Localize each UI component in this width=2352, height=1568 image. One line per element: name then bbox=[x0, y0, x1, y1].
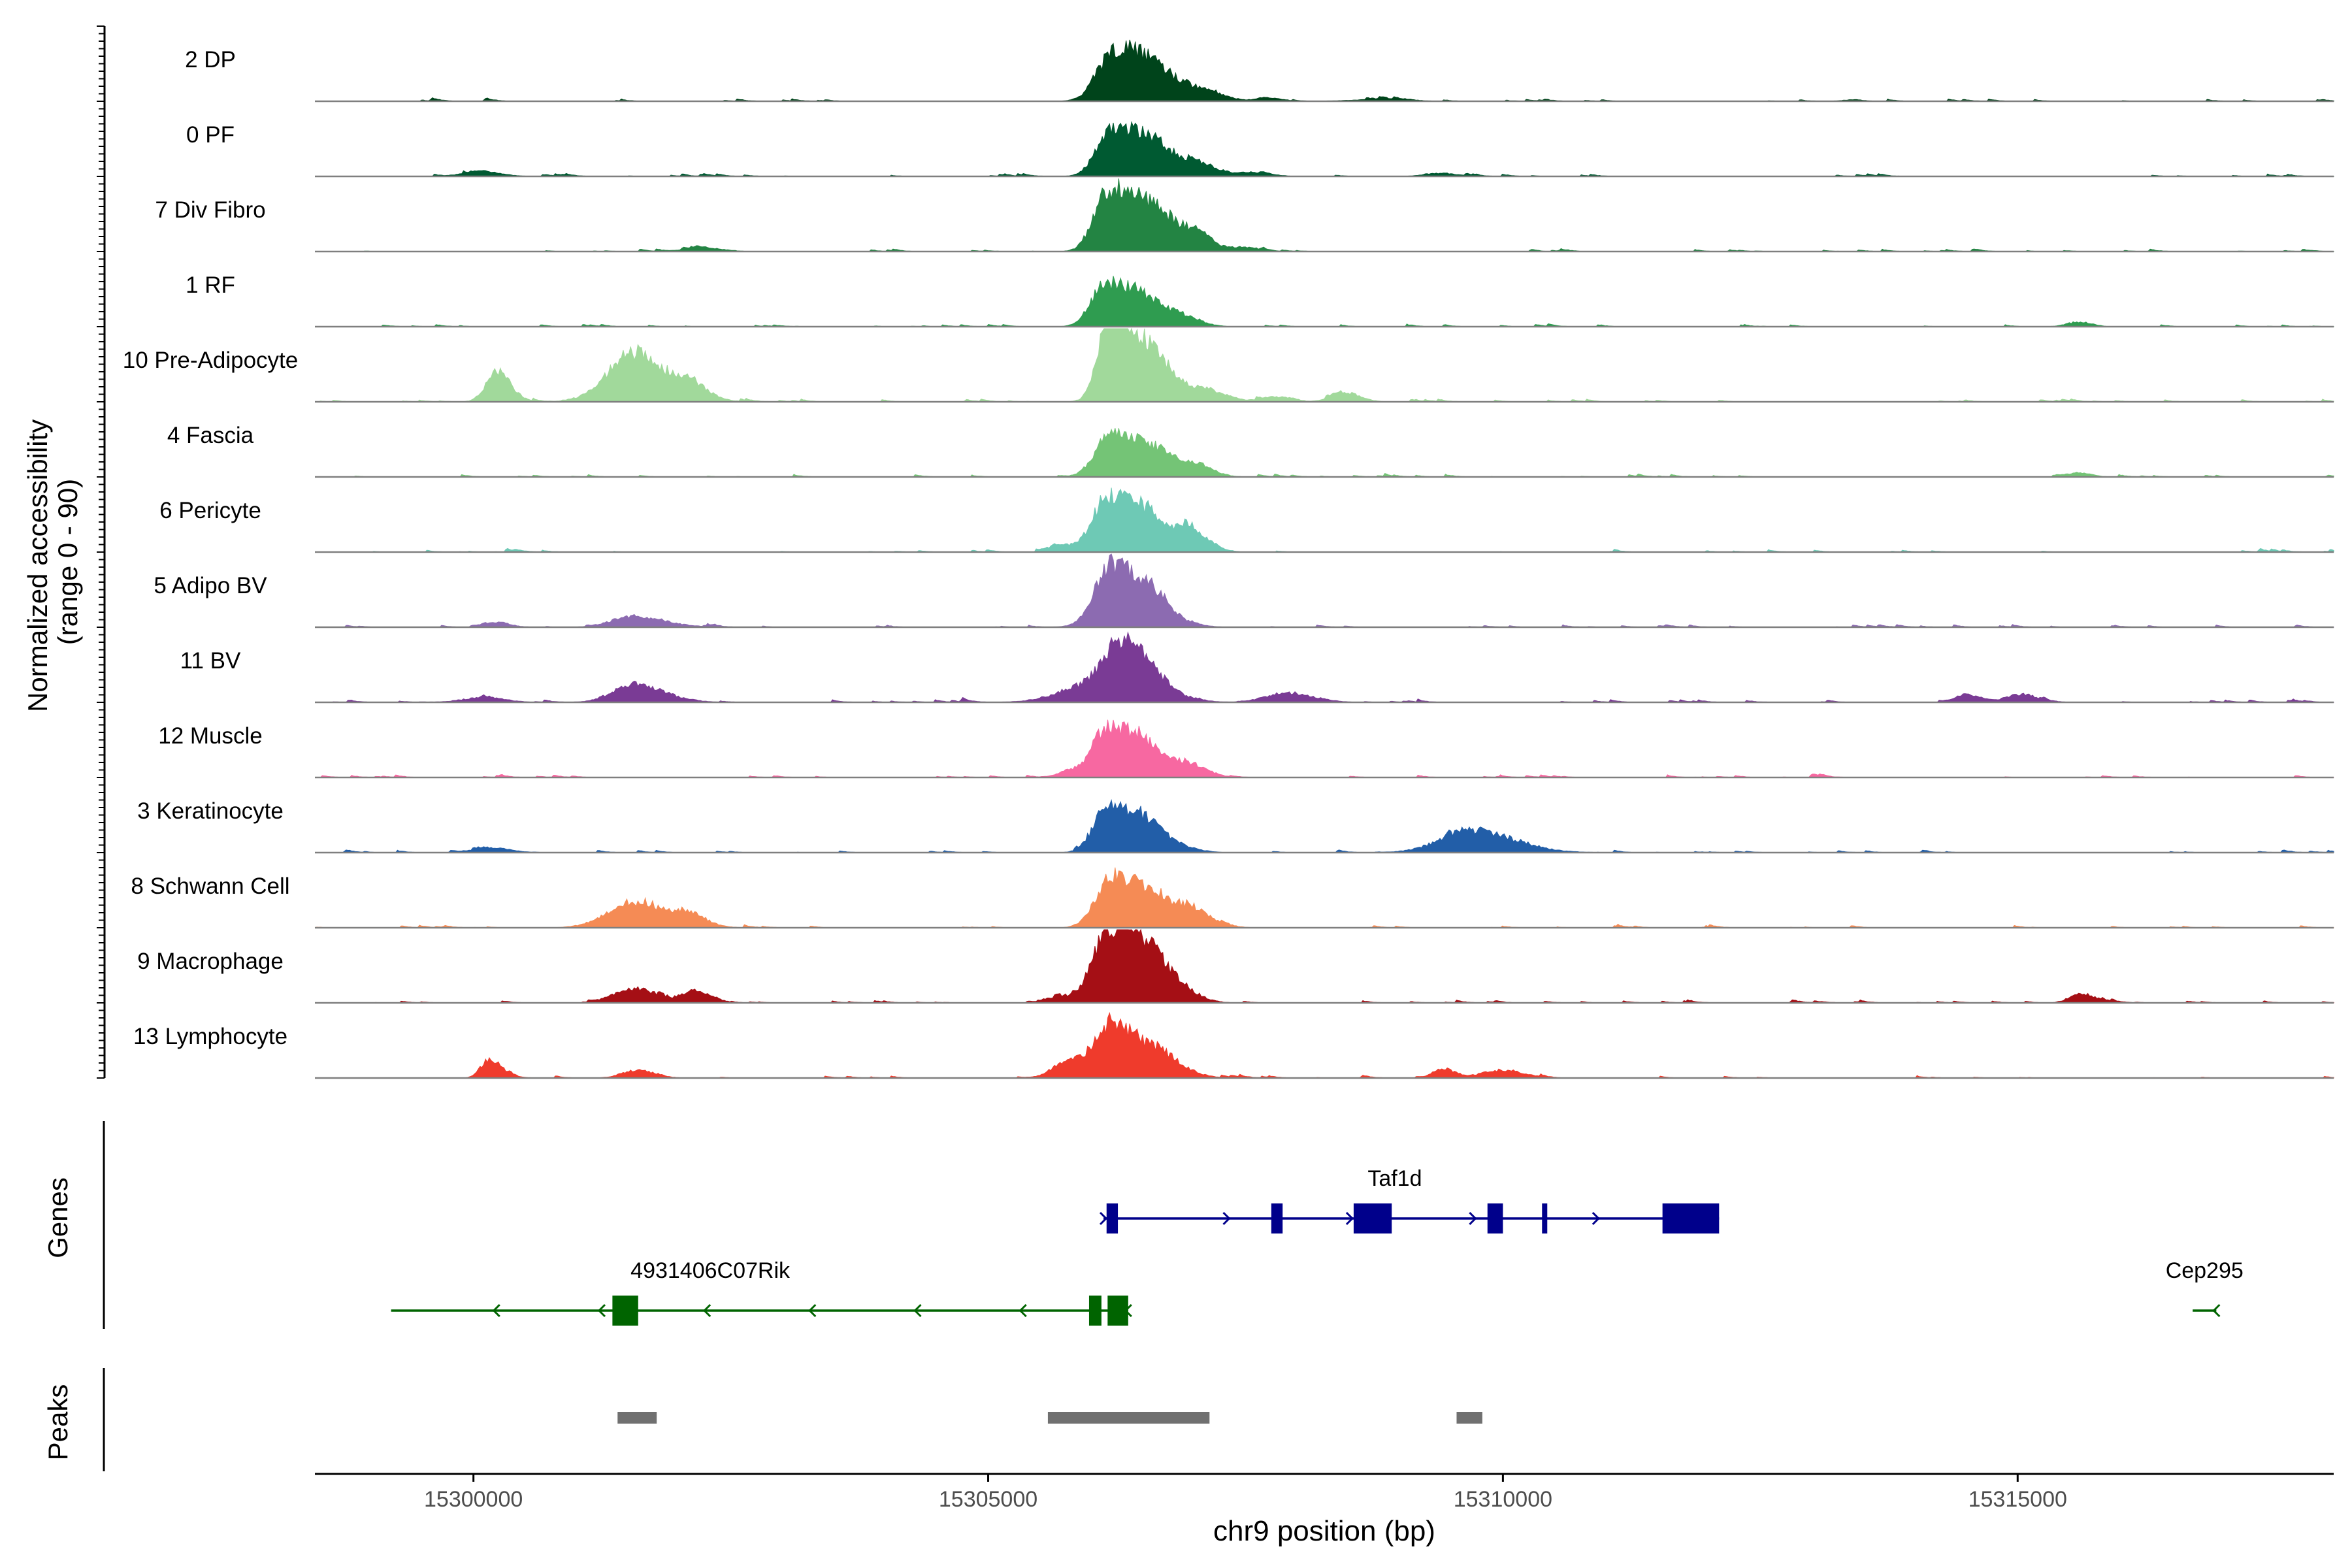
exon bbox=[1662, 1203, 1720, 1233]
coverage-area-14 bbox=[315, 1011, 2334, 1079]
coverage-area-12 bbox=[314, 867, 2334, 928]
exon bbox=[1106, 1203, 1119, 1233]
strand-arrow bbox=[1345, 1211, 1354, 1226]
exon bbox=[612, 1296, 638, 1326]
track-label: 0 PF bbox=[186, 122, 235, 148]
coverage-area-5 bbox=[315, 327, 2334, 402]
x-axis: 15300000 15305000 15310000 15315000 bbox=[315, 1473, 2334, 1512]
y-axis-label-line-1: Normalized accessibility bbox=[22, 419, 53, 712]
coverage-area-1 bbox=[315, 39, 2334, 102]
exon bbox=[1542, 1203, 1548, 1233]
strand-arrow bbox=[703, 1303, 711, 1318]
coverage-area-3 bbox=[315, 178, 2334, 252]
track-label: 12 Muscle bbox=[158, 723, 263, 749]
gene-Cep295: Cep295 bbox=[2166, 1258, 2244, 1318]
track-label: 13 Lymphocyte bbox=[133, 1024, 287, 1049]
track-label: 1 RF bbox=[186, 272, 235, 298]
y-axis-label: Normalized accessibility (range 0 - 90) bbox=[22, 412, 83, 712]
peak-region bbox=[1047, 1412, 1210, 1424]
peak-region bbox=[617, 1412, 657, 1424]
coverage-area-8 bbox=[315, 553, 2334, 628]
x-tick-label: 15300000 bbox=[424, 1487, 523, 1512]
track-6: 4 Fascia bbox=[167, 423, 2334, 478]
x-tick-label: 15305000 bbox=[939, 1487, 1037, 1512]
gene-4931406C07Rik: 4931406C07Rik bbox=[391, 1258, 1132, 1326]
track-label: 7 Div Fibro bbox=[155, 197, 265, 223]
track-4: 1 RF bbox=[186, 272, 2334, 328]
strand-arrow bbox=[1592, 1211, 1600, 1226]
exon bbox=[1088, 1296, 1102, 1326]
strand-arrow bbox=[808, 1303, 817, 1318]
coverage-area-7 bbox=[315, 487, 2334, 553]
gene-track: Taf1d 4931406C07Rik Cep295 bbox=[391, 1166, 2244, 1326]
exon bbox=[1107, 1296, 1128, 1326]
peaks-panel-label: Peaks bbox=[42, 1384, 73, 1461]
track-8: 5 Adipo BV bbox=[154, 553, 2334, 629]
track-11: 3 Keratinocyte bbox=[137, 798, 2334, 854]
track-label: 4 Fascia bbox=[167, 423, 254, 448]
x-tick-label: 15315000 bbox=[1968, 1487, 2067, 1512]
track-label: 11 BV bbox=[180, 648, 241, 674]
coverage-area-13 bbox=[315, 928, 2334, 1004]
coverage-area-4 bbox=[315, 276, 2334, 327]
gene-label: Taf1d bbox=[1367, 1166, 1422, 1191]
track-2: 0 PF bbox=[186, 121, 2334, 178]
y-axis-label-line-2: (range 0 - 90) bbox=[52, 479, 83, 645]
track-label: 3 Keratinocyte bbox=[137, 798, 284, 824]
coverage-area-10 bbox=[315, 719, 2334, 778]
x-tick-label: 15310000 bbox=[1454, 1487, 1552, 1512]
track-label: 10 Pre-Adipocyte bbox=[123, 348, 298, 373]
genes-panel-label: Genes bbox=[42, 1177, 73, 1258]
strand-arrow bbox=[2212, 1303, 2221, 1318]
track-14: 13 Lymphocyte bbox=[133, 1011, 2334, 1079]
gene-Taf1d: Taf1d bbox=[1099, 1166, 1720, 1233]
strand-arrow bbox=[1099, 1211, 1108, 1226]
exon bbox=[1271, 1203, 1283, 1233]
track-10: 12 Muscle bbox=[158, 719, 2334, 779]
track-13: 9 Macrophage bbox=[137, 928, 2334, 1004]
track-9: 11 BV bbox=[180, 631, 2334, 704]
track-label: 5 Adipo BV bbox=[154, 573, 267, 598]
coverage-area-2 bbox=[315, 121, 2334, 177]
track-12: 8 Schwann Cell bbox=[131, 867, 2334, 929]
gene-label: Cep295 bbox=[2166, 1258, 2244, 1283]
track-label: 9 Macrophage bbox=[137, 949, 284, 974]
strand-arrow bbox=[1019, 1303, 1027, 1318]
x-axis-title: chr9 position (bp) bbox=[1213, 1515, 1435, 1547]
track-5: 10 Pre-Adipocyte bbox=[123, 327, 2334, 403]
track-3: 7 Div Fibro bbox=[155, 178, 2334, 253]
exon bbox=[1487, 1203, 1503, 1233]
track-label: 8 Schwann Cell bbox=[131, 874, 289, 899]
track-1: 2 DP bbox=[185, 39, 2334, 103]
coverage-tracks: 2 DP 0 PF 7 Div Fibro 1 RF 10 Pre-Adipocyte 4… bbox=[97, 25, 2334, 1079]
track-7: 6 Pericyte bbox=[159, 487, 2334, 553]
exon bbox=[1353, 1203, 1392, 1233]
peak-region bbox=[1456, 1412, 1482, 1424]
coverage-area-11 bbox=[315, 799, 2334, 853]
gene-label: 4931406C07Rik bbox=[630, 1258, 791, 1283]
strand-arrow bbox=[1222, 1211, 1231, 1226]
coverage-area-9 bbox=[315, 631, 2334, 703]
strand-arrow bbox=[913, 1303, 922, 1318]
track-label: 6 Pericyte bbox=[159, 498, 261, 523]
strand-arrow bbox=[597, 1303, 606, 1318]
coverage-area-6 bbox=[315, 428, 2334, 478]
strand-arrow bbox=[1469, 1211, 1477, 1226]
track-label: 2 DP bbox=[185, 47, 236, 73]
peak-track bbox=[617, 1412, 1482, 1424]
strand-arrow bbox=[492, 1303, 500, 1318]
